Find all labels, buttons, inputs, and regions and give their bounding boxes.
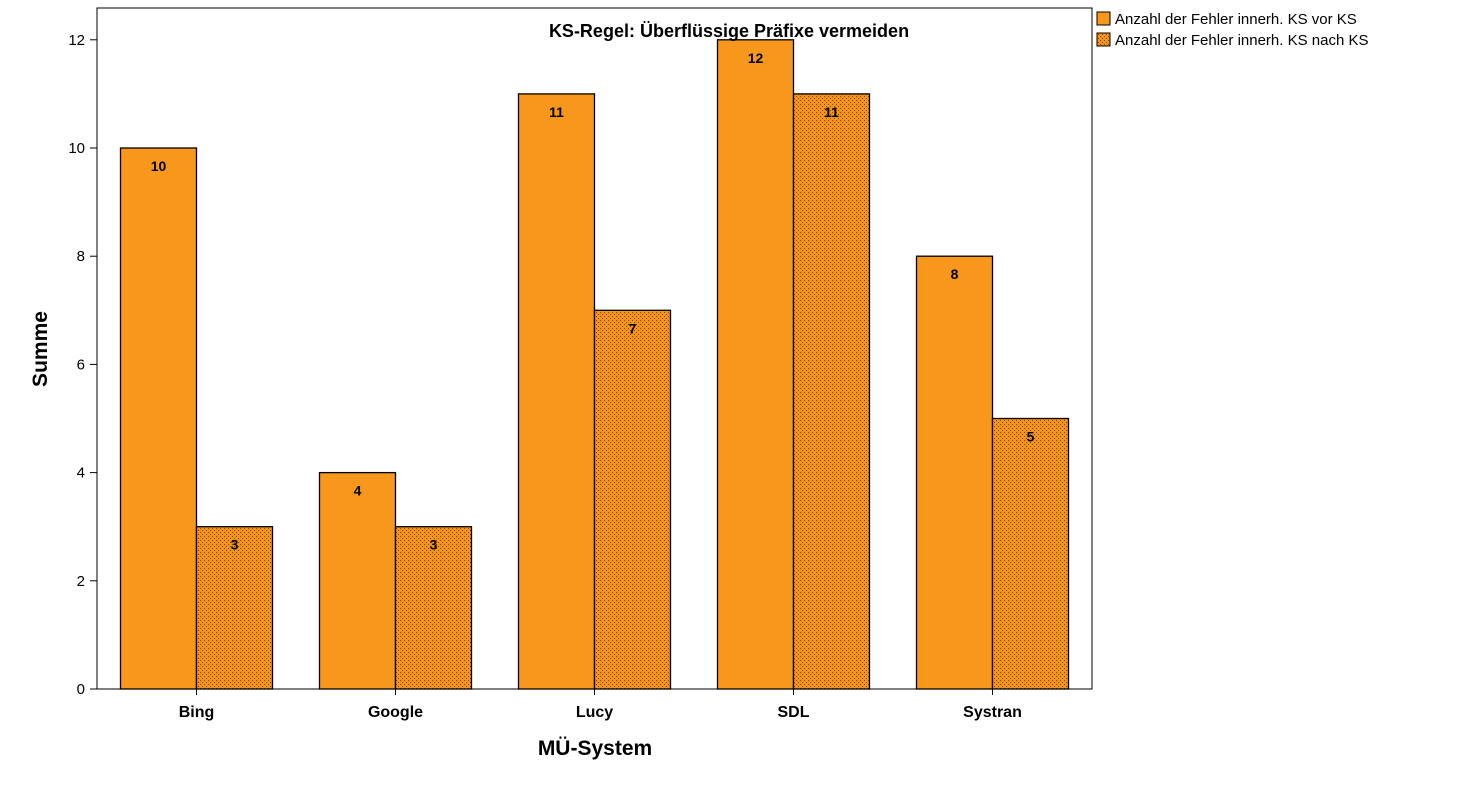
bar-bing-series-2 [195, 526, 274, 690]
data-label-sdl-series-1: 12 [748, 50, 764, 66]
chart-title: KS-Regel: Überflüssige Präfixe vermeiden [549, 21, 909, 41]
y-tick-label: 8 [77, 248, 85, 265]
x-tick-label-bing: Bing [179, 704, 215, 721]
bar-lucy-series-2 [593, 309, 672, 690]
x-tick-label-google: Google [368, 704, 423, 721]
y-axis-title: Summe [29, 311, 52, 387]
y-tick-label: 2 [77, 573, 85, 590]
bar-bing-series-1 [119, 147, 198, 690]
y-tick-label: 0 [77, 681, 85, 698]
y-tick-label: 12 [68, 32, 85, 49]
data-label-google-series-1: 4 [354, 483, 362, 499]
data-labels-group: 10 3 4 3 11 7 12 11 8 5 [151, 50, 1035, 553]
bar-google-series-2 [394, 526, 473, 690]
x-tick-label-sdl: SDL [778, 704, 810, 721]
x-tick-label-systran: Systran [963, 704, 1022, 721]
bar-systran-series-1 [915, 255, 994, 690]
legend-swatch-series-1 [1096, 11, 1111, 26]
legend-label-series-1: Anzahl der Fehler innerh. KS vor KS [1115, 11, 1357, 28]
x-axis: Bing Google Lucy SDL Systran [179, 689, 1022, 721]
y-tick-label: 10 [68, 140, 85, 157]
data-label-bing-series-2: 3 [231, 537, 239, 553]
bars-group [119, 39, 1070, 690]
bar-sdl-series-2 [792, 93, 871, 690]
data-label-systran-series-2: 5 [1027, 429, 1035, 445]
y-tick-label: 6 [77, 356, 85, 373]
x-tick-label-lucy: Lucy [576, 704, 613, 721]
y-axis: 0 2 4 6 8 10 12 [68, 32, 97, 698]
bar-systran-series-2 [991, 417, 1070, 690]
y-tick-label: 4 [77, 465, 85, 482]
bar-sdl-series-1 [716, 39, 795, 690]
data-label-systran-series-1: 8 [951, 266, 959, 282]
legend-label-series-2: Anzahl der Fehler innerh. KS nach KS [1115, 32, 1368, 49]
data-label-sdl-series-2: 11 [824, 104, 839, 120]
data-label-lucy-series-2: 7 [629, 320, 637, 336]
data-label-google-series-2: 3 [430, 537, 438, 553]
x-axis-title: MÜ-System [538, 737, 652, 760]
legend: Anzahl der Fehler innerh. KS vor KS Anza… [1096, 11, 1368, 49]
data-label-bing-series-1: 10 [151, 158, 167, 174]
bar-google-series-1 [318, 471, 397, 690]
bar-lucy-series-1 [517, 93, 596, 690]
data-label-lucy-series-1: 11 [549, 104, 564, 120]
legend-swatch-series-2 [1096, 32, 1111, 47]
